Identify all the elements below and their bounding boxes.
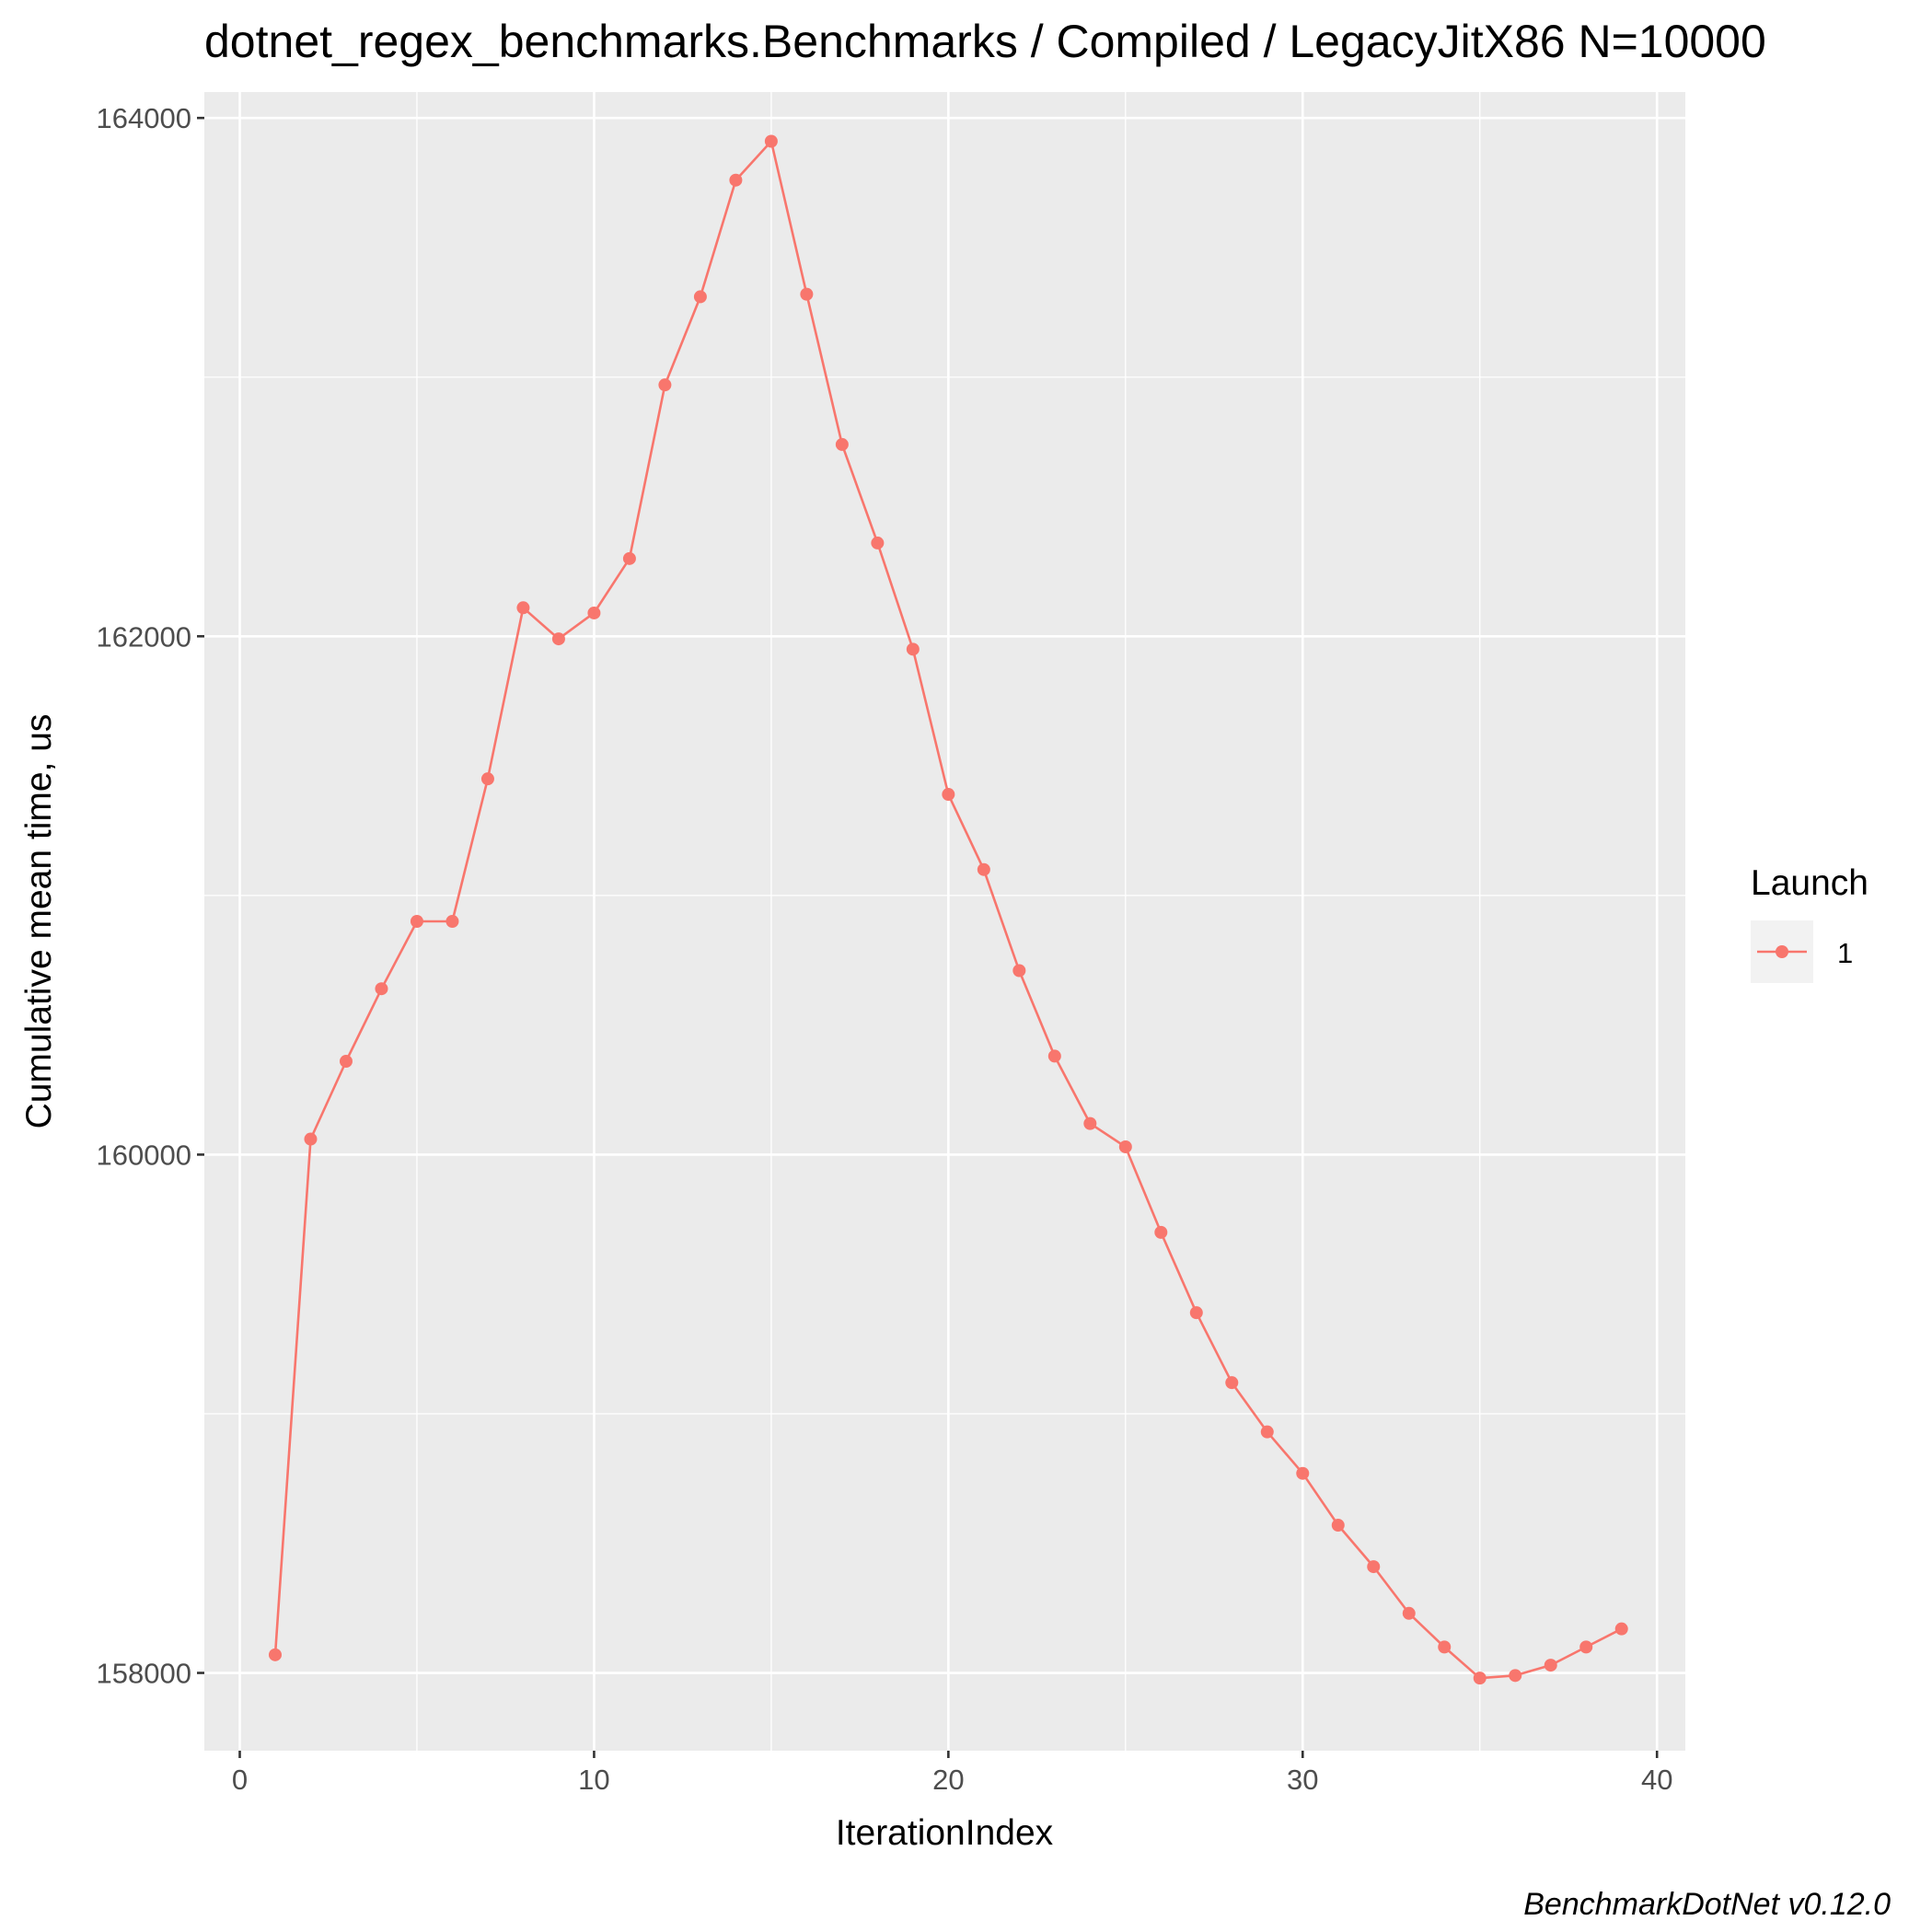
data-point bbox=[445, 915, 459, 928]
data-point bbox=[1473, 1672, 1487, 1685]
y-axis: 158000 160000 162000 164000 bbox=[97, 102, 204, 1690]
data-point bbox=[871, 536, 885, 550]
data-point bbox=[1047, 1049, 1061, 1063]
grid-minor bbox=[204, 92, 1685, 1751]
x-tick-label: 40 bbox=[1641, 1764, 1672, 1796]
data-point bbox=[729, 173, 743, 187]
data-point bbox=[1012, 964, 1026, 978]
y-axis-title: Cumulative mean time, us bbox=[19, 714, 59, 1129]
data-point bbox=[1118, 1140, 1132, 1153]
data-point bbox=[268, 1648, 282, 1661]
x-tick-label: 0 bbox=[232, 1764, 248, 1796]
data-point bbox=[1296, 1466, 1310, 1480]
data-point bbox=[410, 915, 423, 928]
legend-key-point bbox=[1776, 945, 1788, 958]
data-point bbox=[1331, 1519, 1345, 1533]
data-point bbox=[693, 290, 707, 304]
data-point bbox=[1154, 1225, 1168, 1239]
data-point bbox=[551, 632, 565, 646]
series-layer bbox=[268, 134, 1628, 1685]
y-tick-label: 164000 bbox=[97, 102, 191, 134]
data-point bbox=[800, 287, 814, 301]
data-point bbox=[1509, 1669, 1522, 1683]
data-point bbox=[764, 134, 778, 148]
data-point bbox=[1579, 1640, 1593, 1654]
data-point bbox=[480, 772, 494, 786]
data-point bbox=[375, 982, 388, 996]
data-point bbox=[1367, 1560, 1381, 1574]
y-tick-label: 162000 bbox=[97, 620, 191, 653]
y-tick-label: 158000 bbox=[97, 1658, 191, 1690]
data-point bbox=[658, 378, 672, 392]
data-point bbox=[977, 862, 990, 876]
data-point bbox=[906, 642, 920, 656]
data-point bbox=[835, 437, 849, 451]
data-point bbox=[1614, 1622, 1628, 1636]
x-axis-title: IterationIndex bbox=[836, 1813, 1054, 1853]
data-point bbox=[339, 1055, 353, 1069]
data-point bbox=[304, 1132, 318, 1146]
data-point bbox=[1083, 1116, 1097, 1130]
data-point bbox=[516, 601, 530, 615]
data-point bbox=[622, 551, 636, 565]
chart-title: dotnet_regex_benchmarks.Benchmarks / Com… bbox=[204, 16, 1766, 67]
data-point bbox=[942, 788, 955, 802]
legend-title: Launch bbox=[1751, 863, 1868, 903]
data-point bbox=[1225, 1376, 1239, 1390]
y-tick-label: 160000 bbox=[97, 1139, 191, 1171]
legend-label: 1 bbox=[1837, 937, 1853, 969]
x-tick-label: 10 bbox=[578, 1764, 609, 1796]
data-point bbox=[1260, 1425, 1274, 1439]
x-tick-label: 20 bbox=[932, 1764, 964, 1796]
data-point bbox=[1438, 1640, 1452, 1654]
data-point bbox=[1402, 1606, 1416, 1620]
caption: BenchmarkDotNet v0.12.0 bbox=[1523, 1887, 1891, 1922]
data-point bbox=[587, 606, 601, 619]
legend: Launch 1 bbox=[1751, 863, 1868, 983]
x-tick-label: 30 bbox=[1287, 1764, 1318, 1796]
x-axis: 0 10 20 30 40 bbox=[232, 1751, 1672, 1796]
data-point bbox=[1544, 1659, 1557, 1672]
data-point bbox=[1189, 1306, 1203, 1320]
